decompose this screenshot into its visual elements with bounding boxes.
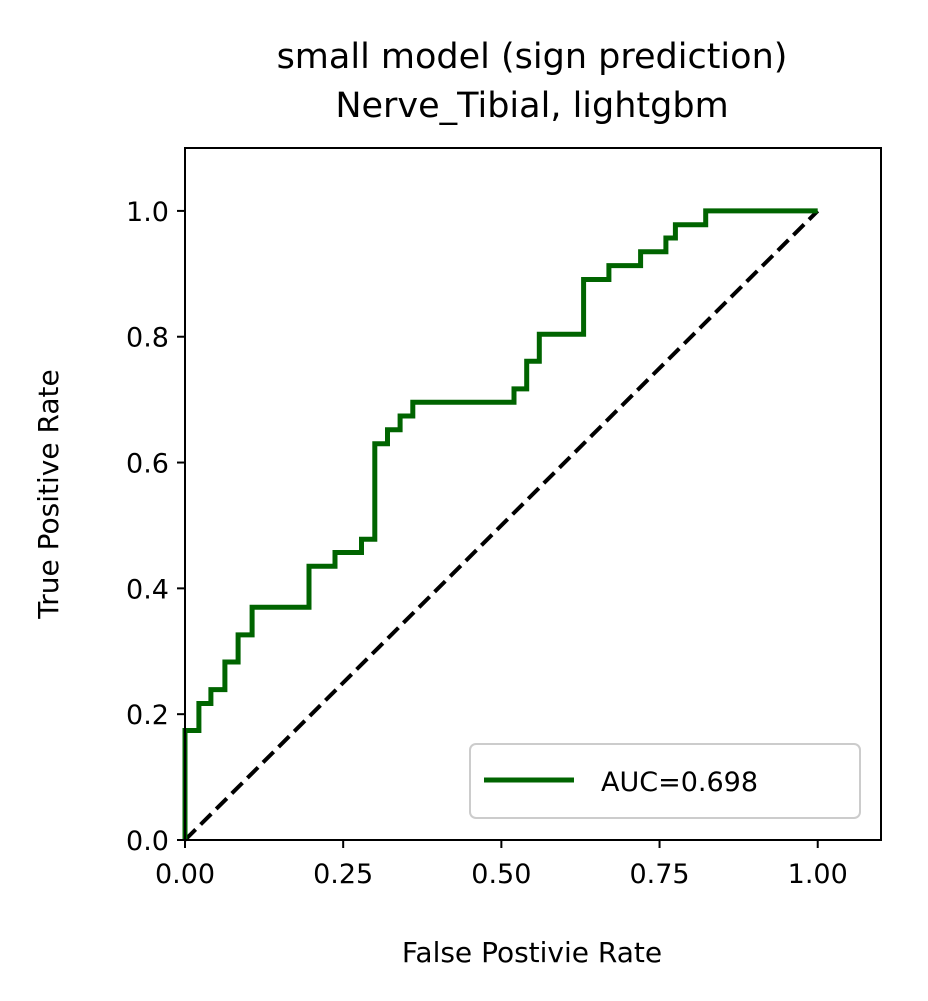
x-tick-label: 1.00 (788, 859, 848, 890)
y-tick-label: 0.6 (126, 449, 169, 480)
chart-title: small model (sign prediction) (277, 37, 788, 77)
y-tick-label: 0.0 (126, 826, 169, 857)
legend-label: AUC=0.698 (601, 767, 758, 798)
x-axis: 0.00 0.25 0.50 0.75 1.00 (155, 840, 848, 890)
chart-subtitle: Nerve_Tibial, lightgbm (335, 86, 728, 126)
x-tick-label: 0.75 (629, 859, 689, 890)
series-layer (182, 208, 820, 842)
plot-frame (184, 147, 882, 841)
y-tick-label: 0.8 (126, 323, 169, 354)
legend-box (469, 743, 861, 819)
y-tick-label: 0.4 (126, 574, 169, 605)
roc-curve-line (182, 208, 818, 840)
y-axis: 0.0 0.2 0.4 0.6 0.8 1.0 (126, 197, 185, 857)
x-axis-label: False Postivie Rate (402, 936, 662, 969)
chance-diagonal-line (183, 209, 820, 842)
x-tick-label: 0.25 (313, 859, 373, 890)
y-tick-label: 0.2 (126, 700, 169, 731)
x-tick-label: 0.50 (471, 859, 531, 890)
y-axis-label: True Positive Rate (32, 369, 65, 619)
legend: AUC=0.698 (469, 743, 861, 819)
x-tick-label: 0.00 (155, 859, 215, 890)
y-tick-label: 1.0 (126, 197, 169, 228)
